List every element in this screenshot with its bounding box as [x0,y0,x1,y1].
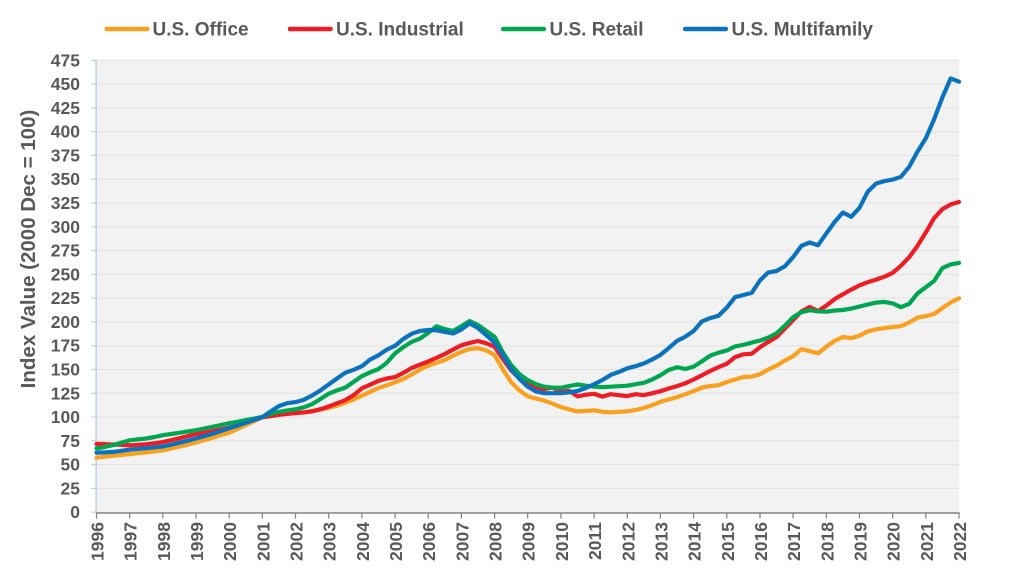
svg-text:250: 250 [51,264,80,284]
svg-text:Index Value (2000 Dec = 100): Index Value (2000 Dec = 100) [17,110,40,389]
svg-text:2011: 2011 [585,522,605,560]
svg-text:2005: 2005 [386,522,406,561]
svg-text:2021: 2021 [917,522,937,561]
svg-text:2007: 2007 [452,522,472,561]
svg-text:2002: 2002 [287,522,307,561]
svg-text:2009: 2009 [519,522,539,561]
svg-text:300: 300 [51,217,80,237]
svg-text:275: 275 [51,241,80,261]
svg-text:50: 50 [61,455,81,475]
svg-text:475: 475 [51,50,80,70]
svg-text:2016: 2016 [751,522,771,561]
svg-text:1997: 1997 [121,522,141,561]
svg-text:225: 225 [51,288,80,308]
svg-text:2015: 2015 [718,522,738,561]
svg-text:2018: 2018 [817,522,837,561]
svg-text:75: 75 [61,431,81,451]
svg-text:2006: 2006 [419,522,439,561]
svg-text:1999: 1999 [187,522,207,561]
svg-text:325: 325 [51,193,80,213]
svg-text:100: 100 [51,407,80,427]
svg-text:2000: 2000 [220,522,240,561]
svg-text:2001: 2001 [253,522,273,561]
svg-text:375: 375 [51,145,80,165]
svg-text:125: 125 [51,383,80,403]
svg-text:350: 350 [51,169,80,189]
svg-text:150: 150 [51,360,80,380]
svg-text:400: 400 [51,122,80,142]
svg-text:2014: 2014 [685,522,705,561]
svg-text:1996: 1996 [88,522,108,561]
svg-text:2008: 2008 [486,522,506,561]
svg-text:450: 450 [51,74,80,94]
svg-text:U.S. Retail: U.S. Retail [550,20,644,41]
svg-text:U.S. Industrial: U.S. Industrial [336,20,464,41]
svg-text:2019: 2019 [851,522,871,561]
svg-text:2013: 2013 [651,522,671,561]
svg-text:0: 0 [70,502,80,522]
svg-text:200: 200 [51,312,80,332]
svg-text:2020: 2020 [884,522,904,561]
svg-text:25: 25 [61,478,81,498]
svg-text:175: 175 [51,336,80,356]
svg-text:1998: 1998 [154,522,174,561]
svg-text:2017: 2017 [784,522,804,561]
svg-text:2004: 2004 [353,522,373,561]
svg-text:U.S. Multifamily: U.S. Multifamily [732,20,874,41]
svg-text:2010: 2010 [552,522,572,561]
svg-text:2012: 2012 [618,522,638,561]
svg-text:2022: 2022 [950,522,970,561]
svg-text:2003: 2003 [320,522,340,561]
svg-text:U.S. Office: U.S. Office [153,20,249,41]
svg-text:425: 425 [51,98,80,118]
